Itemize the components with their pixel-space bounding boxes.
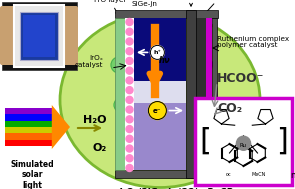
- Circle shape: [126, 67, 133, 74]
- Bar: [115, 170, 218, 178]
- FancyBboxPatch shape: [20, 12, 58, 60]
- Bar: [134, 81, 186, 103]
- Circle shape: [126, 28, 133, 35]
- Circle shape: [117, 80, 127, 91]
- Text: O₂: O₂: [93, 143, 107, 153]
- Circle shape: [126, 19, 133, 26]
- Circle shape: [114, 98, 128, 112]
- Bar: [125, 18, 134, 170]
- Circle shape: [126, 155, 133, 162]
- Bar: [5, 133, 52, 140]
- Text: IrOₓ/SiGe-jn/CC/p-RuCP: IrOₓ/SiGe-jn/CC/p-RuCP: [119, 188, 234, 189]
- FancyBboxPatch shape: [14, 5, 64, 67]
- Circle shape: [126, 145, 133, 152]
- Bar: [134, 98, 186, 170]
- FancyBboxPatch shape: [0, 6, 18, 65]
- Text: CO₂: CO₂: [217, 101, 242, 115]
- Circle shape: [126, 96, 133, 103]
- Text: Ruthenium complex
polymer catalyst: Ruthenium complex polymer catalyst: [217, 36, 289, 49]
- Circle shape: [126, 77, 133, 84]
- Text: H₂O: H₂O: [83, 115, 107, 125]
- Text: oc: oc: [226, 172, 231, 177]
- Text: Ru: Ru: [240, 143, 247, 148]
- Circle shape: [237, 136, 250, 150]
- Circle shape: [126, 106, 133, 113]
- Bar: [115, 18, 125, 170]
- Text: IrOₓ
catalyst: IrOₓ catalyst: [75, 56, 103, 68]
- Text: h⁺: h⁺: [153, 50, 161, 55]
- Bar: [206, 18, 212, 170]
- Bar: [196, 18, 206, 170]
- Circle shape: [150, 45, 164, 59]
- Text: ]: ]: [276, 127, 288, 156]
- Text: Carbon cloth: Carbon cloth: [195, 0, 247, 15]
- Bar: [5, 140, 52, 146]
- Text: HCOO⁻: HCOO⁻: [217, 71, 264, 84]
- Circle shape: [126, 125, 133, 132]
- Bar: [5, 127, 52, 133]
- Ellipse shape: [60, 12, 260, 187]
- Text: ITO layer: ITO layer: [94, 0, 126, 15]
- Bar: [5, 114, 52, 121]
- Bar: [186, 10, 196, 178]
- FancyBboxPatch shape: [2, 2, 77, 70]
- Circle shape: [126, 57, 133, 64]
- FancyBboxPatch shape: [23, 15, 55, 57]
- Circle shape: [111, 57, 127, 73]
- Circle shape: [126, 38, 133, 45]
- Bar: [5, 108, 52, 114]
- Text: e⁻: e⁻: [153, 108, 162, 114]
- Text: n: n: [290, 171, 295, 180]
- Circle shape: [126, 87, 133, 94]
- Text: [: [: [199, 127, 211, 156]
- Text: Simulated
solar
light: Simulated solar light: [11, 160, 54, 189]
- FancyBboxPatch shape: [195, 98, 292, 185]
- FancyBboxPatch shape: [60, 6, 78, 65]
- Bar: [115, 10, 218, 18]
- Circle shape: [126, 164, 133, 171]
- Circle shape: [126, 116, 133, 123]
- Circle shape: [126, 135, 133, 142]
- Bar: [134, 18, 186, 81]
- Text: MeCN: MeCN: [251, 172, 266, 177]
- Text: SiGe-jn: SiGe-jn: [131, 1, 157, 15]
- Bar: [212, 18, 217, 170]
- Text: hν: hν: [159, 56, 171, 65]
- Polygon shape: [52, 105, 70, 149]
- Bar: [5, 121, 52, 127]
- Circle shape: [148, 101, 166, 120]
- Circle shape: [126, 48, 133, 55]
- Text: Stainless steel: Stainless steel: [161, 0, 221, 6]
